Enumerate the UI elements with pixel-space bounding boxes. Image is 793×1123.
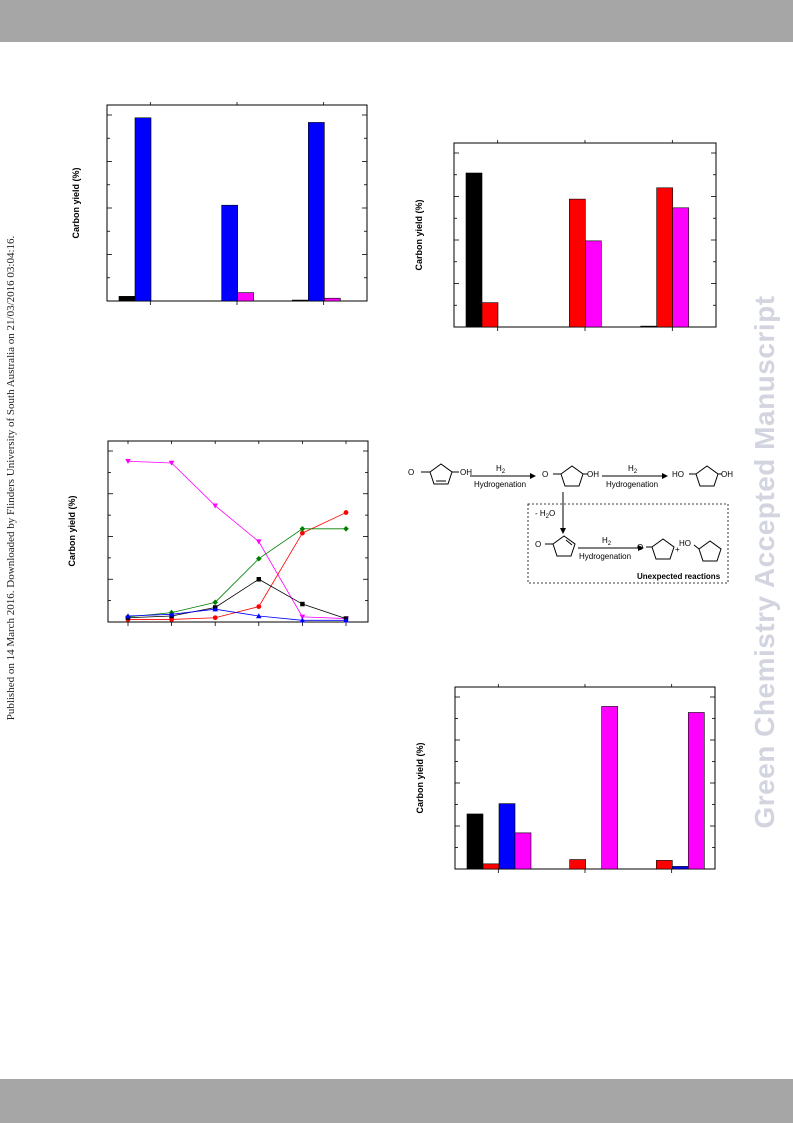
bar — [308, 122, 325, 302]
series-line — [128, 512, 347, 620]
hydrogenation-label-2: Hydrogenation — [606, 480, 658, 489]
bar — [324, 297, 341, 302]
plus-sign: + — [675, 545, 680, 554]
footer-bar — [0, 1079, 793, 1123]
series-line — [127, 608, 346, 621]
data-point — [343, 526, 349, 532]
data-point — [125, 613, 131, 619]
bar — [134, 117, 152, 302]
data-point — [256, 555, 262, 562]
bar — [656, 187, 673, 328]
ho-label-6: HO — [679, 539, 691, 548]
data-point — [299, 526, 306, 532]
bar — [688, 712, 705, 870]
y-axis-label: Carbon yield (%) — [67, 495, 77, 566]
bar — [482, 863, 500, 870]
oh-label-1: OH — [460, 468, 472, 477]
o-label-5: O — [637, 543, 643, 552]
bar — [466, 813, 484, 870]
bar — [601, 706, 618, 870]
header-bar — [0, 0, 793, 42]
bar — [672, 207, 689, 328]
plot-frame — [107, 440, 369, 623]
bar — [569, 859, 586, 870]
chart-middle-left: Carbon yield (%) — [67, 440, 369, 626]
hydrogenation-label-1: Hydrogenation — [474, 480, 526, 489]
series-line — [127, 460, 347, 619]
reaction-scheme: O OH H2 Hydrogenation O OH H2 Hydrogenat… — [408, 463, 733, 584]
data-point — [212, 615, 218, 621]
molecule-hydroxycyclopentanone — [553, 465, 588, 487]
bar — [292, 299, 309, 302]
data-point — [212, 606, 218, 612]
data-point — [168, 611, 175, 617]
bar — [585, 240, 602, 328]
bar — [640, 325, 657, 328]
chart-top-right: Carbon yield (%) — [414, 140, 717, 331]
data-point — [256, 604, 262, 610]
data-point — [299, 617, 306, 623]
bar — [237, 292, 254, 302]
data-point — [299, 614, 306, 620]
data-point — [125, 459, 131, 465]
data-point — [256, 539, 262, 545]
oh-label-3: OH — [721, 470, 733, 479]
data-point — [212, 503, 218, 509]
ho-label-3: HO — [672, 470, 684, 479]
series-line — [127, 578, 347, 619]
h2-label-2: H2 — [628, 464, 638, 475]
data-point — [300, 601, 305, 607]
bar — [672, 866, 689, 870]
oh-label-2: OH — [587, 470, 599, 479]
molecule-cyclopentanone — [646, 538, 675, 560]
molecule-cyclopentenone — [545, 535, 576, 557]
bar — [465, 172, 483, 328]
data-point — [168, 460, 175, 466]
hydrogenation-label-3: Hydrogenation — [579, 552, 631, 561]
bar — [221, 204, 238, 302]
y-axis-label: Carbon yield (%) — [415, 742, 425, 813]
molecule-cyclopentanediol — [689, 465, 722, 487]
bar — [481, 302, 499, 328]
bar — [118, 296, 136, 302]
charts-layer: Carbon yield (%) Carbon yield (%) Carbon y… — [67, 102, 717, 873]
chart-bottom-right: Carbon yield (%) — [415, 684, 716, 873]
chart-top-left: Carbon yield (%) — [71, 102, 368, 305]
data-point — [343, 510, 349, 515]
unexpected-box — [527, 503, 729, 584]
series-line — [127, 528, 346, 618]
bar — [498, 803, 516, 870]
bar — [514, 832, 532, 870]
y-axis-label: Carbon yield (%) — [71, 167, 81, 238]
water-loss-label: - H2O — [535, 509, 555, 520]
h2-label-1: H2 — [496, 464, 506, 475]
o-label-4: O — [535, 540, 541, 549]
data-point — [300, 530, 305, 536]
bar — [656, 860, 673, 870]
data-point — [256, 613, 262, 619]
o-label-1: O — [408, 468, 414, 477]
bar — [569, 198, 586, 328]
molecule-hydroxycyclopentenone — [421, 463, 459, 485]
data-point — [256, 577, 262, 582]
plot-frame — [454, 686, 716, 870]
data-point — [212, 599, 218, 606]
molecule-cyclopentanol — [693, 540, 722, 562]
h2-label-3: H2 — [602, 536, 612, 547]
data-point — [343, 617, 349, 623]
o-label-2: O — [542, 470, 548, 479]
y-axis-label: Carbon yield (%) — [414, 199, 424, 270]
unexpected-label: Unexpected reactions — [637, 572, 721, 581]
